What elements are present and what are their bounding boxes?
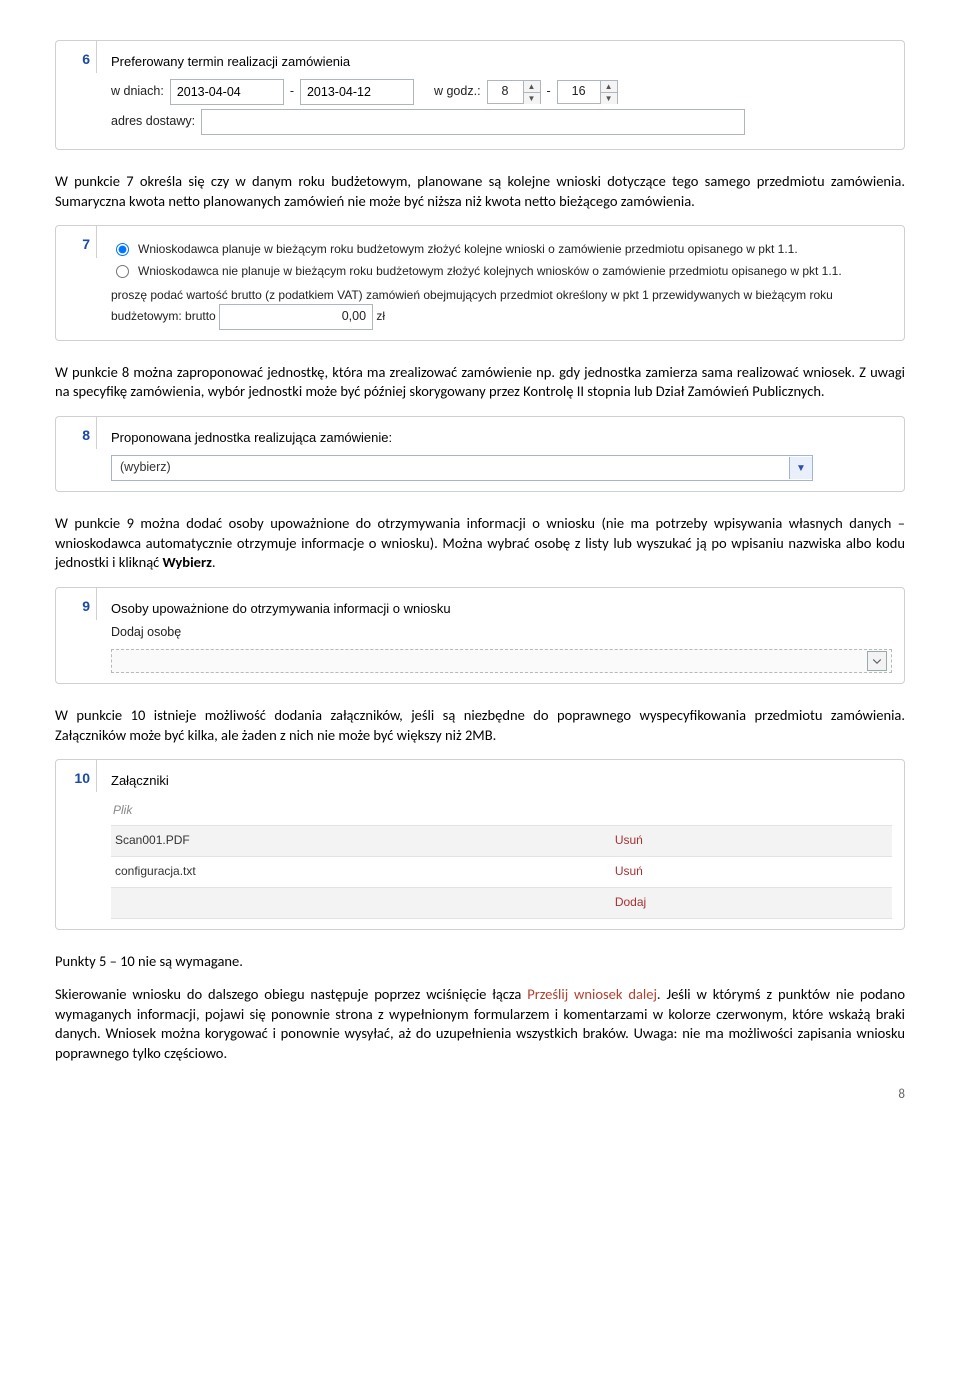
attachment-row: Scan001.PDF Usuń — [111, 826, 892, 857]
attachment-remove-link[interactable]: Usuń — [615, 861, 643, 881]
add-person-label: Dodaj osobę — [111, 622, 892, 643]
unit-select[interactable]: (wybierz) ▼ — [111, 455, 813, 481]
attachment-header: Plik — [111, 796, 892, 825]
attachment-remove-link[interactable]: Usuń — [615, 830, 643, 850]
section-10-title: Załączniki — [111, 770, 892, 792]
chevron-down-icon[interactable]: ▼ — [789, 457, 812, 479]
section-6-panel: 6 Preferowany termin realizacji zamówien… — [55, 40, 905, 150]
section-8-panel: 8 Proponowana jednostka realizująca zamó… — [55, 416, 905, 492]
section-8-title: Proponowana jednostka realizująca zamówi… — [111, 427, 892, 449]
section-8-number: 8 — [56, 417, 97, 449]
section-7-panel: 7 Wnioskodawca planuje w bieżącym roku b… — [55, 225, 905, 341]
hour-from-value: 8 — [488, 81, 523, 102]
closing-2a: Skierowanie wniosku do dalszego obiegu n… — [55, 985, 527, 1003]
date-from-input[interactable] — [170, 79, 284, 105]
brutto-line-b: budżetowym: brutto — [111, 309, 216, 323]
radio-nie-planuje[interactable] — [116, 265, 129, 278]
section-10-panel: 10 Załączniki Plik Scan001.PDF Usuń conf… — [55, 759, 905, 929]
currency-label: zł — [376, 309, 385, 323]
section-9-panel: 9 Osoby upoważnione do otrzymywania info… — [55, 587, 905, 684]
spinner-up-icon[interactable]: ▲ — [601, 81, 617, 93]
page-number: 8 — [55, 1087, 905, 1102]
unit-select-value: (wybierz) — [112, 457, 789, 478]
date-to-input[interactable] — [300, 79, 414, 105]
attachment-row: configuracja.txt Usuń — [111, 857, 892, 888]
paragraph-after-8: W punkcie 9 można dodać osoby upoważnion… — [55, 514, 905, 573]
radio-planuje[interactable] — [116, 243, 129, 256]
add-person-dropzone[interactable] — [111, 649, 892, 673]
section-9-title: Osoby upoważnione do otrzymywania inform… — [111, 598, 892, 620]
link-przeslij-wniosek: Prześlij wniosek dalej — [527, 985, 657, 1003]
label-days: w dniach: — [111, 81, 164, 102]
hour-from-spinner[interactable]: 8 ▲▼ — [487, 80, 541, 104]
closing-paragraph-1: Punkty 5 – 10 nie są wymagane. — [55, 952, 905, 972]
attachment-add-link[interactable]: Dodaj — [615, 892, 646, 912]
paragraph-after-8-c: . — [212, 553, 216, 571]
hour-to-value: 16 — [558, 81, 600, 102]
section-10-number: 10 — [56, 760, 97, 792]
paragraph-after-7: W punkcie 8 można zaproponować jednostkę… — [55, 363, 905, 402]
brutto-value: 0,00 — [342, 309, 366, 323]
section-7-number: 7 — [56, 226, 97, 258]
dash-2: - — [547, 81, 551, 102]
spinner-up-icon[interactable]: ▲ — [524, 81, 540, 93]
section-6-number: 6 — [56, 41, 97, 73]
hour-to-spinner[interactable]: 16 ▲▼ — [557, 80, 618, 104]
radio-nie-planuje-label: Wnioskodawca nie planuje w bieżącym roku… — [138, 263, 842, 280]
attachment-filename: configuracja.txt — [111, 861, 615, 881]
brutto-line-a: proszę podać wartość brutto (z podatkiem… — [111, 288, 833, 302]
dash-1: - — [290, 81, 294, 102]
brutto-input[interactable]: 0,00 — [219, 304, 373, 330]
paragraph-after-6: W punkcie 7 określa się czy w danym roku… — [55, 172, 905, 211]
label-address: adres dostawy: — [111, 111, 195, 132]
label-hours: w godz.: — [434, 81, 481, 102]
attachment-table: Plik Scan001.PDF Usuń configuracja.txt U… — [111, 796, 892, 918]
closing-paragraph-2: Skierowanie wniosku do dalszego obiegu n… — [55, 985, 905, 1063]
address-input[interactable] — [201, 109, 745, 135]
add-person-icon[interactable] — [867, 651, 887, 671]
spinner-down-icon[interactable]: ▼ — [601, 93, 617, 104]
spinner-down-icon[interactable]: ▼ — [524, 93, 540, 104]
radio-planuje-label: Wnioskodawca planuje w bieżącym roku bud… — [138, 241, 798, 258]
section-9-number: 9 — [56, 588, 97, 620]
paragraph-after-9: W punkcie 10 istnieje możliwość dodania … — [55, 706, 905, 745]
attachment-row: Dodaj — [111, 888, 892, 919]
section-6-title: Preferowany termin realizacji zamówienia — [111, 51, 892, 73]
paragraph-after-8-b: Wybierz — [163, 553, 212, 571]
attachment-filename: Scan001.PDF — [111, 830, 615, 850]
